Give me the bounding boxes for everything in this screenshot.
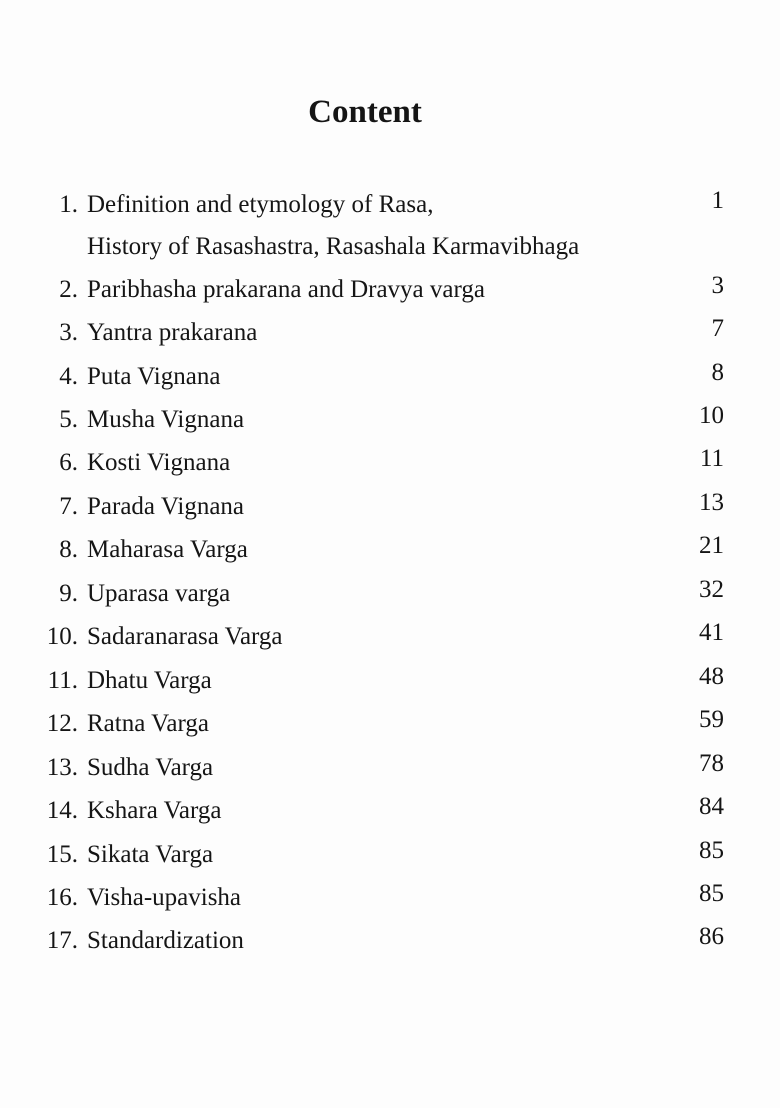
toc-entry: 8. Maharasa Varga 21: [0, 532, 780, 566]
entry-page-number: 85: [699, 837, 724, 864]
entry-page-number: 59: [699, 706, 724, 733]
entry-number: 13.: [46, 754, 78, 781]
entry-number: 3.: [59, 319, 78, 346]
page-title: Content: [308, 94, 422, 130]
entry-number: 7.: [59, 493, 78, 520]
entry-number: 6.: [59, 449, 78, 476]
entry-title: Sadaranarasa Varga: [87, 623, 283, 650]
toc-entry: 13. Sudha Varga 78: [0, 750, 780, 784]
toc-entry-continuation: History of Rasashastra, Rasashala Karmav…: [0, 231, 780, 263]
entry-page-number: 41: [699, 619, 724, 646]
toc-entry: 4. Puta Vignana 8: [0, 359, 780, 393]
entry-page-number: 78: [699, 750, 724, 777]
entry-number: 11.: [47, 667, 78, 694]
entry-title: Paribhasha prakarana and Dravya varga: [87, 276, 485, 303]
entry-title: Ratna Varga: [87, 710, 209, 737]
toc-entry: 3. Yantra prakarana 7: [0, 315, 780, 349]
entry-title: Visha-upavisha: [87, 884, 242, 911]
entry-page-number: 84: [699, 793, 724, 820]
entry-title: Uparasa varga: [87, 580, 231, 607]
entry-number: 12.: [46, 710, 78, 737]
entry-title: Puta Vignana: [87, 363, 221, 390]
entry-number: 16.: [46, 884, 78, 911]
toc-entry: 6. Kosti Vignana 11: [0, 445, 780, 479]
toc-entry: 10. Sadaranarasa Varga 41: [0, 619, 780, 653]
entry-number: 1.: [59, 191, 78, 218]
toc-entry: 1. Definition and etymology of Rasa, 1: [0, 187, 780, 221]
toc-entry: 2. Paribhasha prakarana and Dravya varga…: [0, 272, 780, 306]
entry-title: Sudha Varga: [87, 754, 214, 781]
entry-page-number: 7: [711, 315, 725, 342]
entry-number: 8.: [59, 536, 78, 563]
entry-page-number: 48: [699, 663, 724, 690]
entry-title: Definition and etymology of Rasa,: [87, 191, 434, 218]
toc-entry: 17. Standardization 86: [0, 923, 780, 957]
entry-title: Musha Vignana: [87, 406, 245, 433]
toc-entry: 7. Parada Vignana 13: [0, 489, 780, 523]
entry-title: Maharasa Varga: [87, 536, 248, 563]
entry-page-number: 10: [699, 402, 724, 429]
entry-number: 2.: [59, 276, 78, 303]
entry-page-number: 21: [699, 532, 724, 559]
entry-number: 15.: [46, 841, 78, 868]
entry-title: Sikata Varga: [87, 841, 214, 868]
entry-number: 14.: [46, 797, 78, 824]
entry-title: Yantra prakarana: [87, 319, 258, 346]
toc-entry: 11. Dhatu Varga 48: [0, 663, 780, 697]
entry-number: 5.: [59, 406, 78, 433]
entry-title: Standardization: [87, 927, 244, 954]
toc-entry: 15. Sikata Varga 85: [0, 837, 780, 871]
entry-page-number: 32: [699, 576, 724, 603]
entry-page-number: 1: [711, 187, 725, 214]
entry-page-number: 85: [699, 880, 724, 907]
entry-number: 4.: [59, 363, 78, 390]
entry-number: 9.: [59, 580, 78, 607]
entry-page-number: 11: [699, 445, 724, 472]
entry-title: Dhatu Varga: [87, 667, 212, 694]
toc-entry: 14. Kshara Varga 84: [0, 793, 780, 827]
entry-page-number: 8: [711, 359, 725, 386]
toc-entry: 16. Visha-upavisha 85: [0, 880, 780, 914]
entry-page-number: 86: [699, 923, 724, 950]
entry-number: 10.: [46, 623, 78, 650]
toc-entry: 12. Ratna Varga 59: [0, 706, 780, 740]
entry-title: Kshara Varga: [87, 797, 222, 824]
entry-page-number: 3: [711, 272, 725, 299]
entry-title: Kosti Vignana: [87, 449, 231, 476]
entry-title: Parada Vignana: [87, 493, 245, 520]
entry-title-continuation: History of Rasashastra, Rasashala Karmav…: [87, 233, 580, 260]
entry-number: 17.: [46, 927, 78, 954]
entry-page-number: 13: [699, 489, 724, 516]
toc-entry: 5. Musha Vignana 10: [0, 402, 780, 436]
toc-entry: 9. Uparasa varga 32: [0, 576, 780, 610]
